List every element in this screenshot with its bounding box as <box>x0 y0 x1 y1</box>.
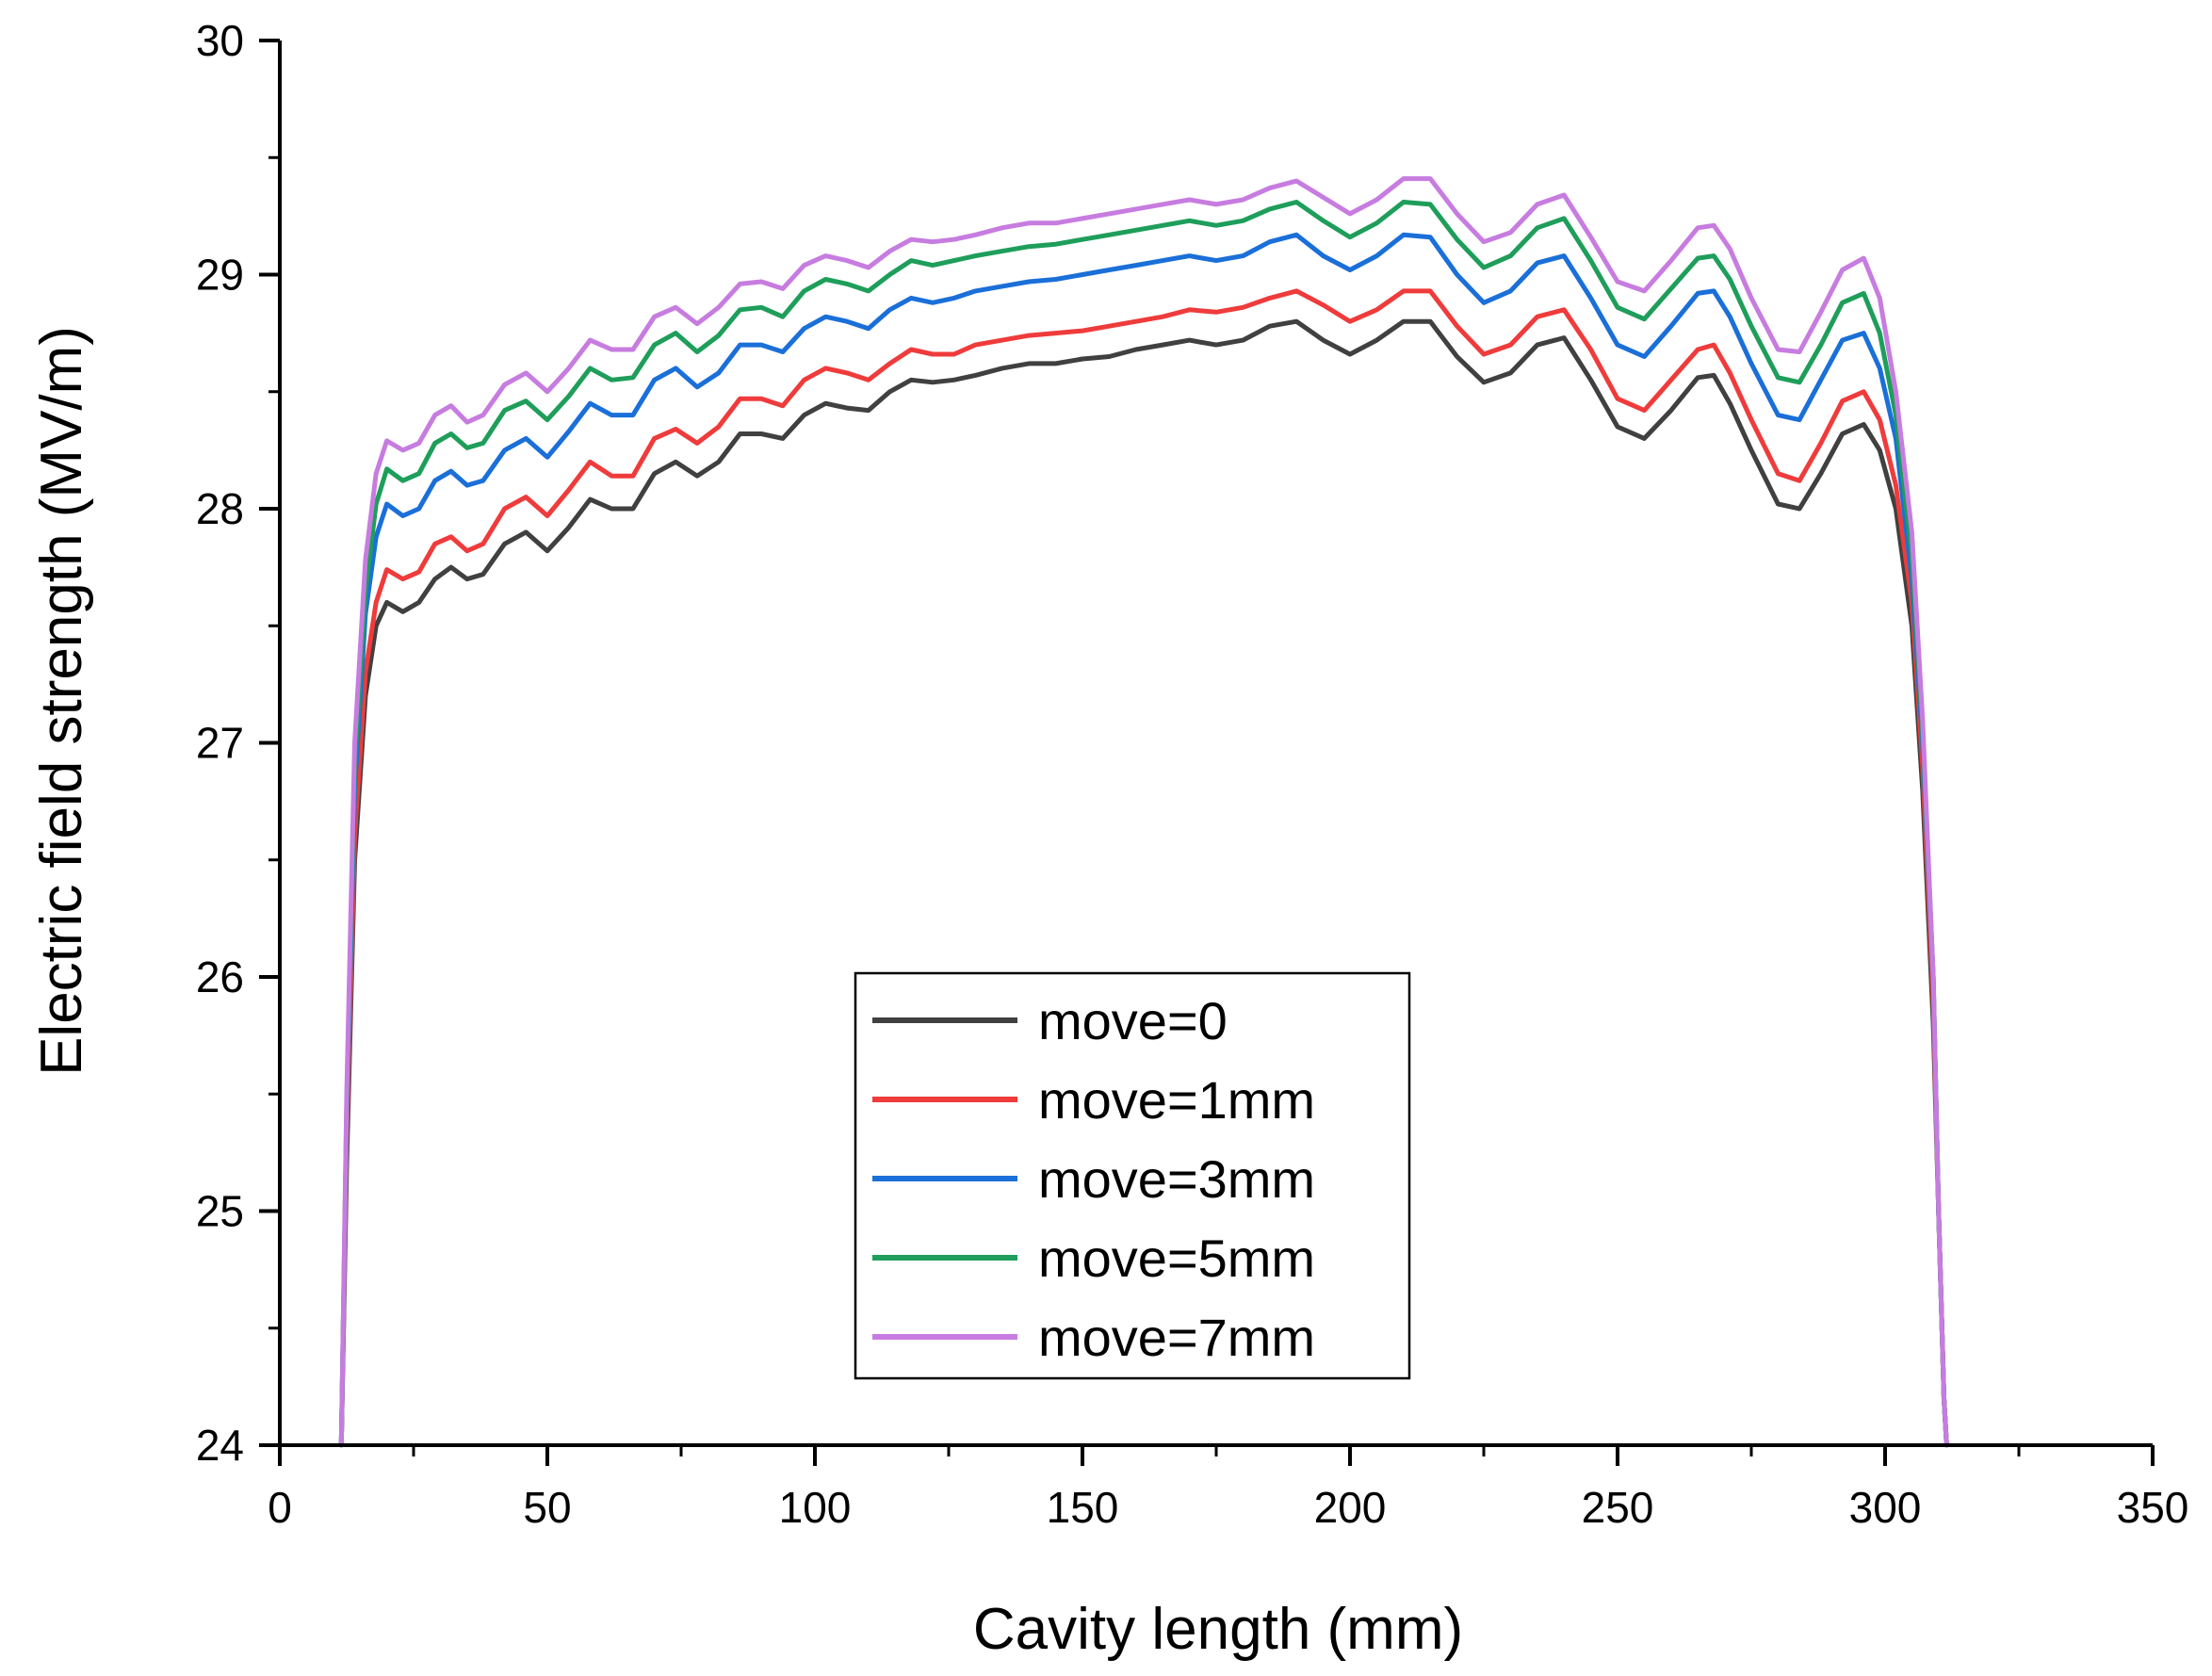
x-tick-label-1: 50 <box>523 1483 571 1532</box>
y-tick-label-6: 30 <box>196 16 244 65</box>
x-tick-label-4: 200 <box>1314 1483 1387 1532</box>
x-tick-label-7: 350 <box>2117 1483 2189 1532</box>
series-line-4 <box>338 176 1949 1448</box>
legend-label-3: move=5mm <box>1038 1229 1315 1288</box>
y-tick-label-4: 28 <box>196 484 244 533</box>
series-line-3 <box>338 200 1949 1448</box>
legend-label-0: move=0 <box>1038 991 1228 1050</box>
series-line-2 <box>338 232 1949 1448</box>
legend-label-2: move=3mm <box>1038 1149 1315 1209</box>
x-tick-label-3: 150 <box>1047 1483 1119 1532</box>
series-lines <box>338 176 1949 1448</box>
series-line-0 <box>338 318 1949 1448</box>
legend-label-1: move=1mm <box>1038 1070 1315 1130</box>
series-line-1 <box>338 288 1949 1448</box>
x-tick-label-0: 0 <box>268 1483 292 1532</box>
legend-label-4: move=7mm <box>1038 1308 1315 1367</box>
y-tick-label-3: 27 <box>196 719 244 768</box>
x-tick-label-5: 250 <box>1582 1483 1654 1532</box>
axis-ticks: 0 50 100 150 200 250 300 350 24 25 26 27 28 29 30 <box>196 16 2189 1532</box>
y-tick-label-5: 29 <box>196 251 244 300</box>
y-tick-label-0: 24 <box>196 1421 244 1470</box>
x-axis-title: Cavity length (mm) <box>973 1597 1463 1662</box>
x-tick-label-6: 300 <box>1849 1483 1922 1532</box>
x-tick-label-2: 100 <box>779 1483 852 1532</box>
y-axis-title: Electric field strength (MV/m) <box>29 326 94 1076</box>
y-tick-label-2: 26 <box>196 952 244 1001</box>
legend: move=0 move=1mm move=3mm move=5mm move=7mm <box>854 971 1411 1380</box>
y-tick-label-1: 25 <box>196 1187 244 1236</box>
